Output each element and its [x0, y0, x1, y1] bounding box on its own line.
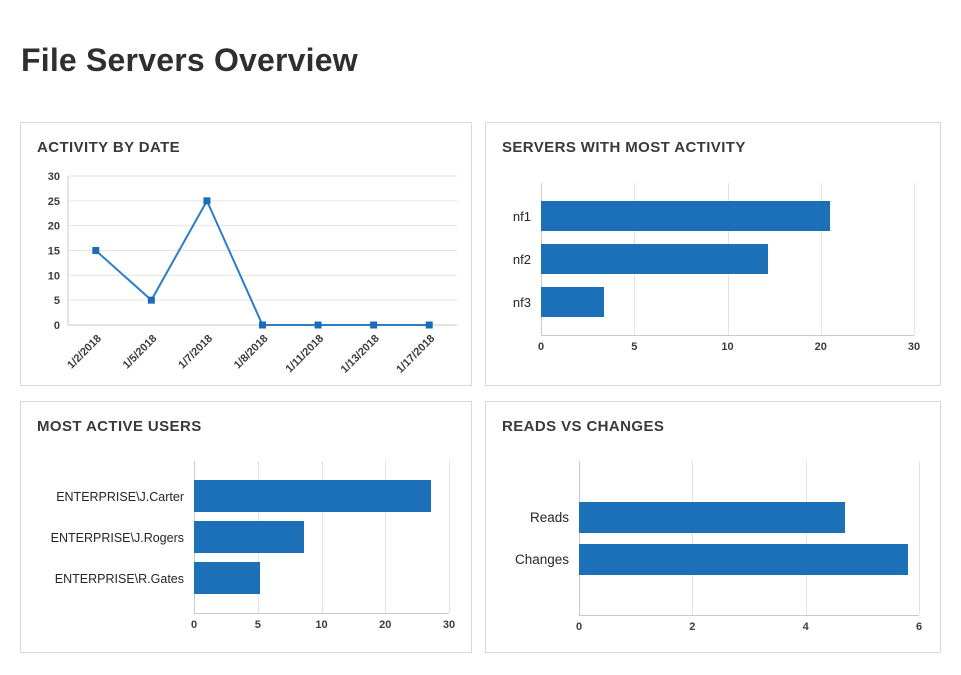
- panel-title: SERVERS WITH MOST ACTIVITY: [502, 139, 746, 156]
- x-tick-label: 1/13/2018: [339, 333, 382, 376]
- category-label: ENTERPRISE\R.Gates: [54, 571, 184, 586]
- x-tick-label: 30: [442, 619, 456, 631]
- grid-line: [692, 461, 694, 615]
- x-tick-label: 0: [190, 619, 198, 631]
- x-tick-label: 5: [254, 619, 261, 631]
- x-tick-label: 1/17/2018: [394, 333, 437, 376]
- y-tick-label: 0: [54, 320, 60, 332]
- grid-line: [449, 461, 450, 613]
- category-label: ENTERPRISE\J.Carter: [56, 489, 184, 504]
- hbar-body: Reads Changes: [486, 461, 940, 616]
- panel-title: ACTIVITY BY DATE: [37, 139, 181, 156]
- plot-area: [541, 183, 915, 336]
- category-label: Reads: [529, 510, 569, 525]
- panel-servers-with-most-activity: SERVERS WITH MOST ACTIVITY nf1 nf2 nf3 0 5 10…: [485, 122, 941, 386]
- plot-area: [194, 461, 450, 614]
- category-labels: ENTERPRISE\J.Carter ENTERPRISE\J.Rogers EN…: [21, 461, 194, 614]
- x-tick-label: 30: [907, 341, 921, 353]
- x-tick-label: 0: [537, 341, 545, 353]
- grid-line: [919, 461, 920, 615]
- grid-line: [914, 183, 915, 335]
- bar-nf2: [541, 244, 768, 274]
- data-point-marker: [425, 321, 433, 329]
- most-active-users-chart: ENTERPRISE\J.Carter ENTERPRISE\J.Rogers EN…: [21, 461, 471, 632]
- category-label: ENTERPRISE\J.Rogers: [50, 530, 184, 545]
- y-tick-label: 15: [48, 246, 60, 258]
- bars: [194, 461, 449, 613]
- data-point-marker: [147, 296, 155, 304]
- grid-line: [805, 461, 807, 615]
- panel-most-active-users: MOST ACTIVE USERS ENTERPRISE\J.Carter ENT…: [20, 401, 472, 653]
- category-labels: Reads Changes: [486, 461, 579, 616]
- bars: [579, 461, 919, 615]
- panel-title: READS VS CHANGES: [502, 418, 665, 435]
- data-point-marker: [370, 321, 378, 329]
- bar-enterprise-j-carter: [194, 480, 431, 512]
- x-tick-label: 10: [315, 619, 328, 631]
- y-tick-label: 25: [48, 196, 60, 208]
- category-label: nf3: [512, 294, 531, 310]
- hbar-body: nf1 nf2 nf3: [486, 183, 940, 336]
- x-tick-label: 2: [689, 621, 696, 633]
- bar-reads: [579, 501, 846, 533]
- x-tick-label: 10: [721, 341, 734, 353]
- grid-line: [820, 183, 822, 335]
- x-tick-label: 1/7/2018: [176, 333, 215, 372]
- y-tick-label: 20: [48, 221, 60, 233]
- servers-with-most-activity-chart: nf1 nf2 nf3 0 5 10 20 30: [486, 183, 940, 354]
- bar-enterprise-j-rogers: [194, 521, 304, 553]
- category-label: nf2: [512, 251, 531, 267]
- x-tick-label: 20: [814, 341, 827, 353]
- category-labels: nf1 nf2 nf3: [486, 183, 541, 336]
- data-point-marker: [314, 321, 322, 329]
- grid-line: [321, 461, 323, 613]
- panel-activity-by-date: ACTIVITY BY DATE 0 5 10 15 20 25 30 1/2/2018 1/5…: [20, 122, 472, 386]
- y-tick-label: 5: [54, 295, 60, 307]
- x-tick-labels: 0 5 10 20 30: [190, 614, 455, 632]
- category-label: Changes: [514, 552, 569, 567]
- bar-nf1: [541, 201, 831, 231]
- x-tick-label: 1/5/2018: [121, 333, 160, 372]
- x-tick-label: 6: [915, 621, 923, 633]
- x-tick-labels: 0 5 10 20 30: [537, 336, 920, 354]
- x-tick-labels: 0 2 4 6: [575, 616, 923, 634]
- x-tick-label: 1/2/2018: [65, 333, 104, 372]
- panel-reads-vs-changes: READS VS CHANGES Reads Changes 0 2 4 6: [485, 401, 941, 653]
- line-chart-svg: 0 5 10 15 20 25 30 1/2/2018 1/5/2018 1/7/2018 1/8/…: [48, 171, 457, 376]
- x-axis-line: [579, 461, 580, 615]
- x-tick-label: 1/11/2018: [284, 333, 327, 376]
- y-tick-label: 30: [48, 171, 60, 183]
- x-tick-label: 5: [631, 341, 638, 353]
- x-tick-label: 1/8/2018: [232, 333, 271, 372]
- x-tick-label: 20: [379, 619, 392, 631]
- bar-changes: [579, 543, 908, 575]
- reads-vs-changes-chart: Reads Changes 0 2 4 6: [486, 461, 940, 634]
- bars: [541, 183, 914, 335]
- plot-area: [579, 461, 920, 616]
- hbar-body: ENTERPRISE\J.Carter ENTERPRISE\J.Rogers EN…: [21, 461, 471, 614]
- panel-title: MOST ACTIVE USERS: [37, 418, 202, 435]
- x-tick-label: 0: [575, 621, 583, 633]
- activity-line: [95, 198, 430, 326]
- data-point-marker: [203, 197, 211, 205]
- page-title: File Servers Overview: [21, 42, 358, 78]
- grid-line: [385, 461, 387, 613]
- data-point-marker: [259, 321, 266, 329]
- category-label: nf1: [512, 208, 531, 224]
- y-tick-label: 10: [48, 270, 60, 282]
- x-tick-label: 4: [802, 621, 809, 633]
- bar-nf3: [541, 287, 605, 317]
- bar-enterprise-r-gates: [194, 562, 261, 594]
- data-point-marker: [92, 247, 100, 254]
- activity-by-date-chart: 0 5 10 15 20 25 30 1/2/2018 1/5/2018 1/7/2018 1/8/…: [21, 167, 471, 385]
